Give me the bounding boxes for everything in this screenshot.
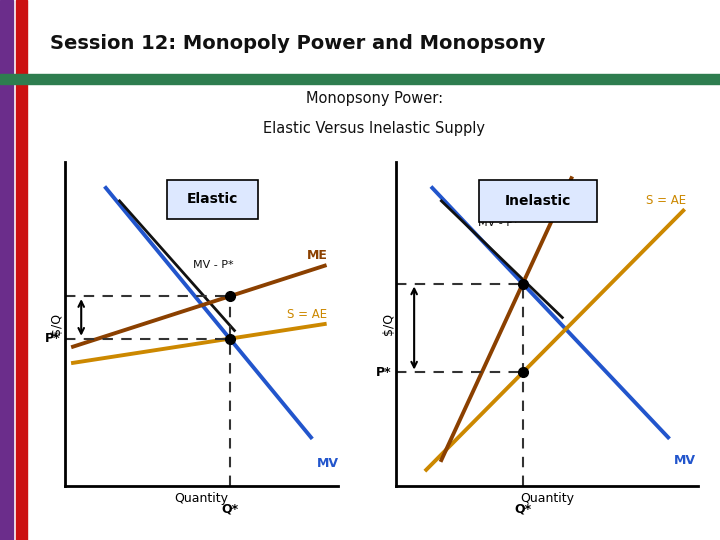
Text: MV: MV (674, 454, 696, 467)
Text: ME: ME (576, 188, 597, 201)
Text: Elastic: Elastic (187, 192, 238, 206)
Text: P*: P* (376, 366, 392, 379)
Text: S = AE: S = AE (646, 194, 686, 207)
Text: MV: MV (317, 457, 338, 470)
Text: ME: ME (307, 249, 328, 262)
Y-axis label: $/Q: $/Q (50, 313, 63, 335)
Text: Q*: Q* (221, 502, 238, 515)
Text: P*: P* (45, 332, 60, 345)
Y-axis label: $/Q: $/Q (382, 313, 395, 335)
Text: Elastic Versus Inelastic Supply: Elastic Versus Inelastic Supply (264, 121, 485, 136)
FancyBboxPatch shape (480, 180, 597, 222)
Text: S = AE: S = AE (287, 308, 328, 321)
X-axis label: Quantity: Quantity (174, 491, 228, 504)
FancyBboxPatch shape (167, 180, 258, 219)
Text: Inelastic: Inelastic (505, 194, 571, 208)
Text: MV - P*: MV - P* (194, 260, 234, 271)
X-axis label: Quantity: Quantity (521, 491, 575, 504)
Text: Session 12: Monopoly Power and Monopsony: Session 12: Monopoly Power and Monopsony (50, 34, 545, 53)
Text: Monopsony Power:: Monopsony Power: (306, 91, 443, 106)
Text: Q*: Q* (514, 502, 531, 515)
Text: MV - P*: MV - P* (477, 218, 518, 228)
